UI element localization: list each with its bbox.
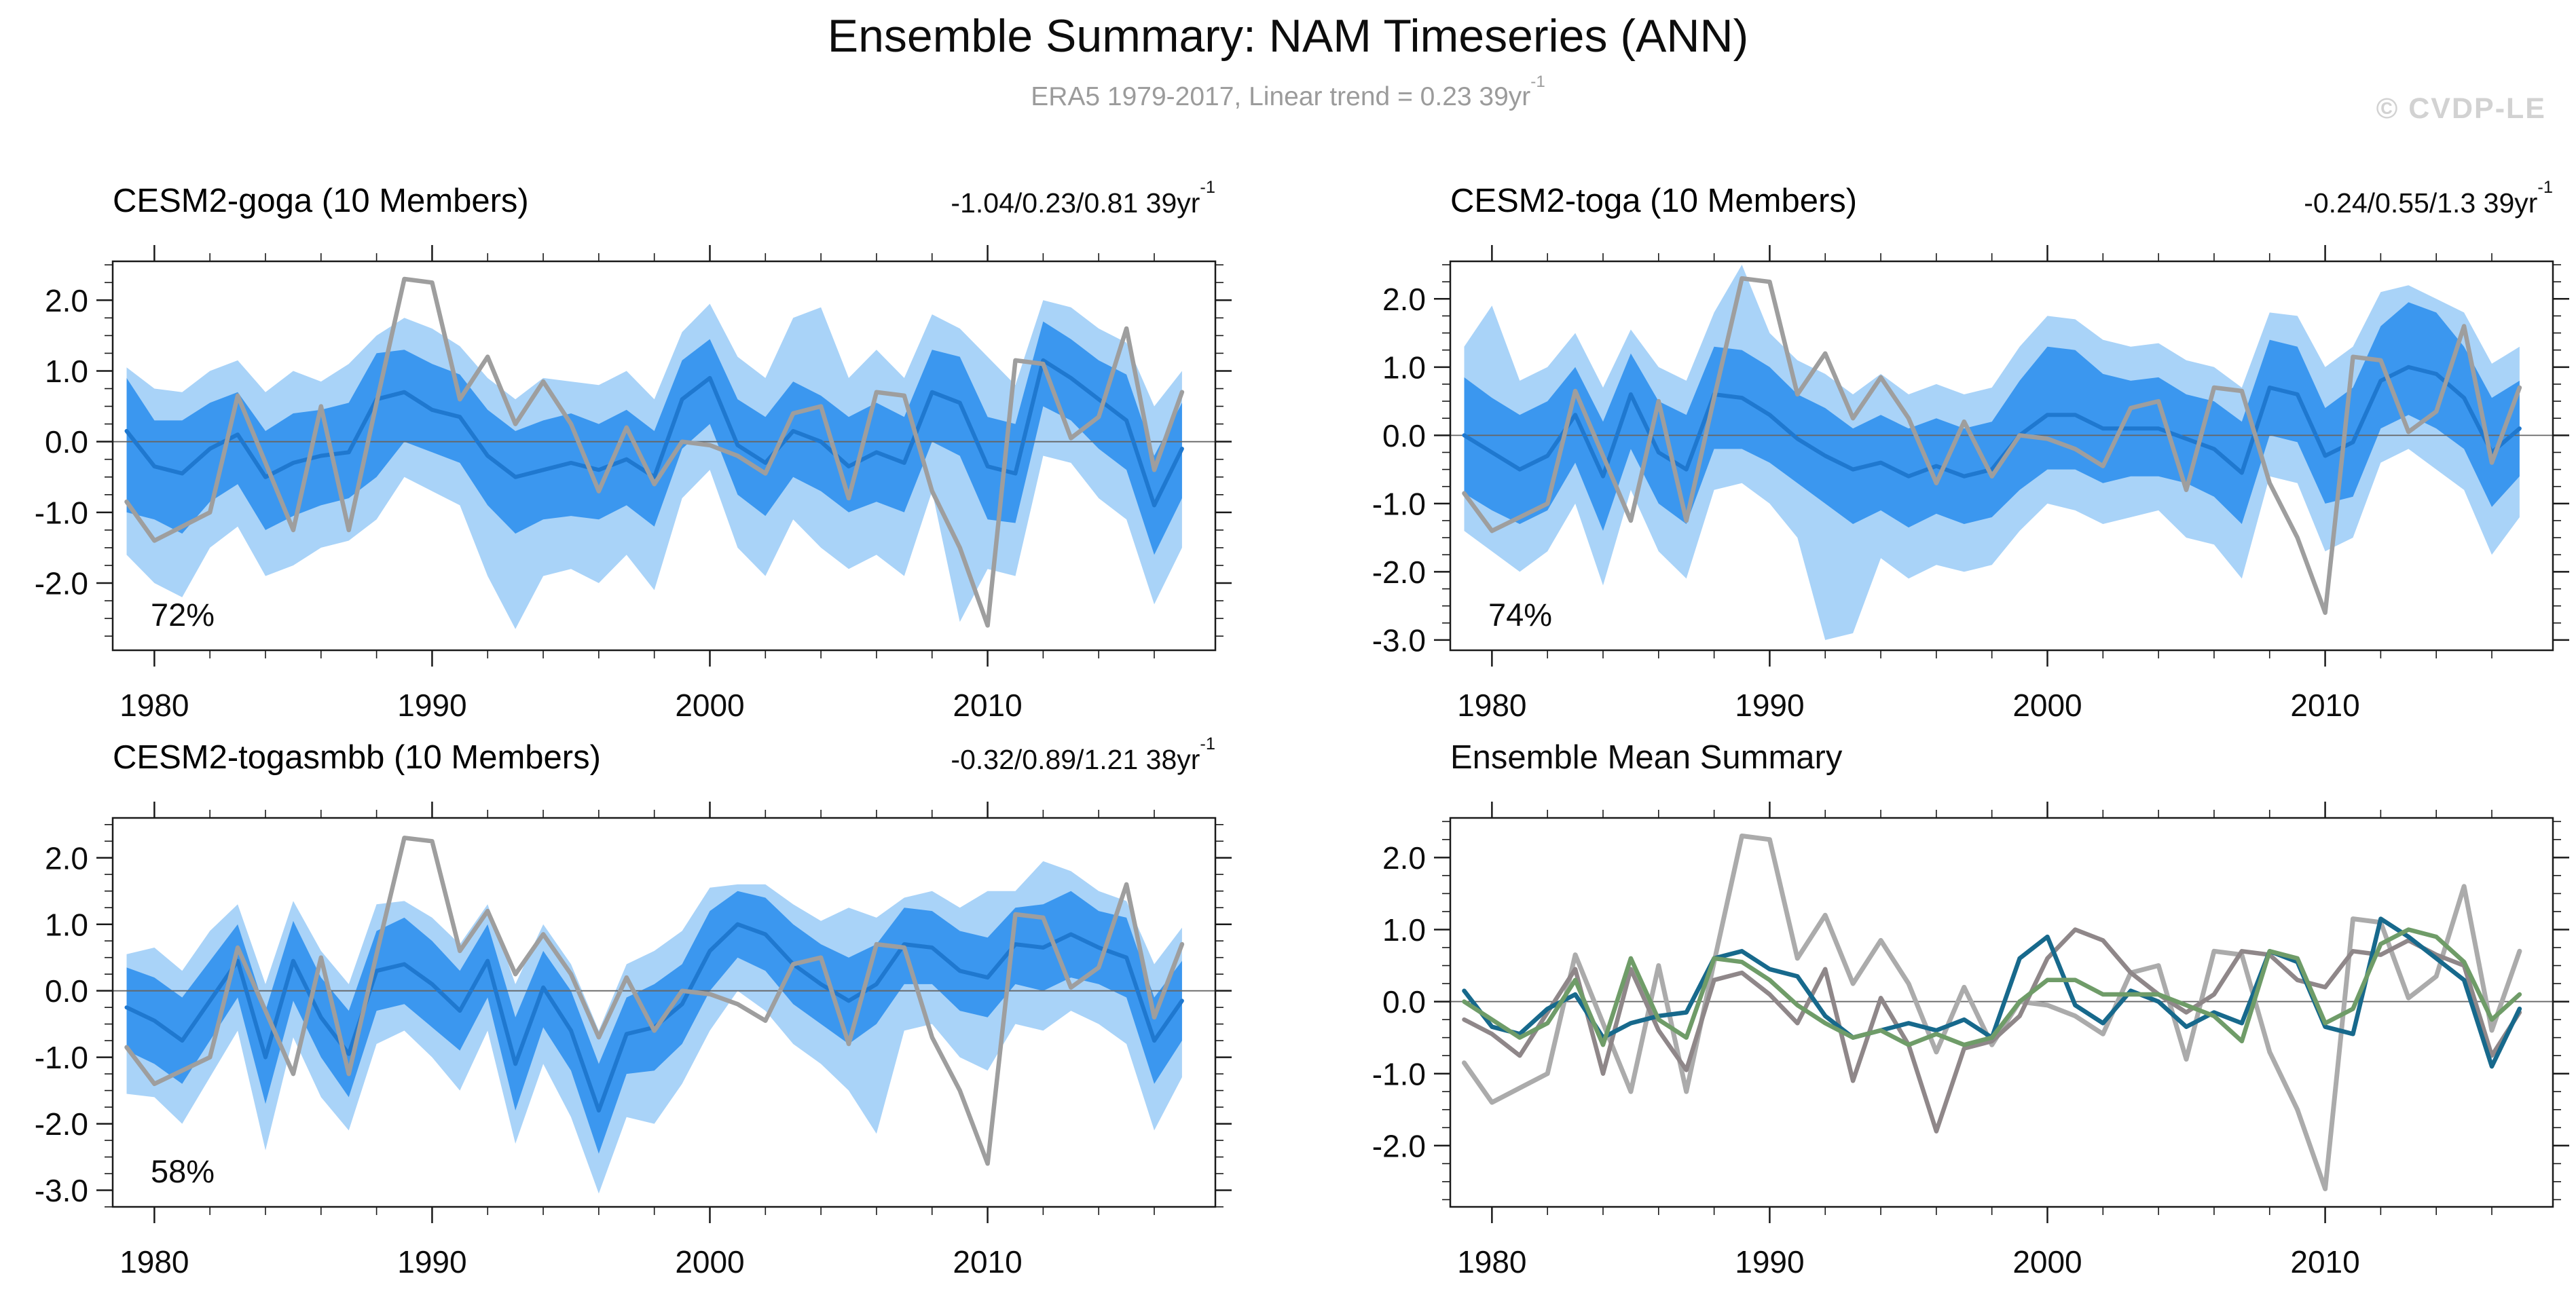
panel-title-cesm2-toga: CESM2-toga (10 Members) (1450, 183, 1858, 219)
plot-frame-toga (1449, 260, 2554, 652)
plot-frame-togasmbb (111, 817, 1217, 1208)
x-tick-label: 2000 (675, 1244, 744, 1279)
axis-labels-togasmbb: 1980 1990 2000 2010 -3.0 -2.0 -1.0 0.0 1.0 2.0 (35, 840, 1023, 1279)
y-tick-label: -1.0 (1372, 1056, 1426, 1091)
panel-title-ensemble-mean-summary: Ensemble Mean Summary (1450, 739, 1843, 776)
trend-superscript: -1 (1200, 734, 1215, 754)
x-tick-label: 2010 (2290, 1244, 2359, 1279)
y-tick-label: -2.0 (35, 566, 88, 601)
x-tick-label: 1990 (397, 1244, 466, 1279)
subtitle-superscript: -1 (1530, 72, 1545, 91)
y-tick-label: -2.0 (35, 1106, 88, 1142)
line-observations-goga (124, 276, 1185, 628)
line-cesm2-toga (1462, 927, 2522, 1047)
axis-ticks-summary (1434, 802, 2569, 1223)
axis-labels-goga: 1980 1990 2000 2010 -2.0 -1.0 0.0 1.0 2.0 (35, 283, 1023, 723)
y-tick-label: 2.0 (45, 283, 88, 318)
trend-superscript: -1 (2537, 178, 2553, 198)
plot-frame-goga (111, 260, 1217, 652)
y-tick-label: 0.0 (45, 424, 88, 460)
y-tick-label: 1.0 (1382, 350, 1426, 385)
panel-togasmbb: 1980 1990 2000 2010 -3.0 -2.0 -1.0 0.0 1.0 2.0 (35, 802, 1232, 1279)
page-subtitle: ERA5 1979-2017, Linear trend = 0.23 39yr… (0, 73, 2576, 112)
copyright-watermark: © CVDP-LE (2376, 92, 2546, 125)
y-tick-label: 2.0 (1382, 282, 1426, 317)
y-tick-label: -2.0 (1372, 1128, 1426, 1163)
panel-trend-cesm2-togasmbb: -0.32/0.89/1.21 38yr-1 (113, 734, 1215, 776)
panel-goga: 1980 1990 2000 2010 -2.0 -1.0 0.0 1.0 2.0 (35, 245, 1232, 723)
y-tick-label: -1.0 (35, 495, 88, 530)
plot-area-goga (113, 276, 1215, 629)
x-tick-label: 2010 (953, 688, 1022, 723)
axis-ticks-toga (1434, 245, 2569, 667)
line-observations-toga (1462, 276, 2522, 615)
axis-ticks-goga (96, 245, 1232, 667)
trend-text: -1.04/0.23/0.81 39yr (951, 187, 1200, 219)
y-tick-label: -1.0 (1372, 486, 1426, 521)
trend-text: -0.24/0.55/1.3 39yr (2304, 187, 2538, 219)
y-tick-label: 0.0 (1382, 418, 1426, 453)
y-tick-label: 2.0 (45, 840, 88, 876)
panel-title-cesm2-goga: CESM2-goga (10 Members) (113, 183, 529, 219)
line-cesm2-togasmbb (1462, 927, 2522, 1134)
y-tick-label: 1.0 (45, 907, 88, 942)
x-tick-label: 2000 (2012, 688, 2082, 723)
y-tick-label: 1.0 (1382, 912, 1426, 948)
x-tick-label: 1990 (397, 688, 466, 723)
x-tick-label: 2010 (2290, 688, 2359, 723)
panel-title-cesm2-togasmbb: CESM2-togasmbb (10 Members) (113, 739, 601, 776)
panel-toga: 1980 1990 2000 2010 -3.0 -2.0 -1.0 0.0 1.0 2.0 (1372, 245, 2569, 723)
band-spread-togasmbb (126, 891, 1182, 1154)
axis-labels-summary: 1980 1990 2000 2010 -2.0 -1.0 0.0 1.0 2.0 (1372, 840, 2360, 1279)
x-tick-label: 2010 (953, 1244, 1022, 1279)
agreement-percent-toga: 74% (1488, 597, 1553, 633)
band-spread-toga (1464, 302, 2520, 531)
y-tick-label: -3.0 (1372, 622, 1426, 658)
plot-frame-summary (1449, 817, 2554, 1208)
band-spread-goga (126, 321, 1182, 555)
y-tick-label: -3.0 (35, 1173, 88, 1208)
y-tick-label: 2.0 (1382, 840, 1426, 876)
x-tick-label: 1990 (1735, 688, 1804, 723)
trend-text: -0.32/0.89/1.21 38yr (951, 744, 1200, 775)
y-tick-label: -2.0 (1372, 555, 1426, 590)
x-tick-label: 1980 (119, 688, 189, 723)
plot-area-summary (1450, 834, 2553, 1191)
y-tick-label: 1.0 (45, 354, 88, 389)
y-tick-label: -1.0 (35, 1040, 88, 1075)
agreement-percent-togasmbb: 58% (151, 1153, 215, 1189)
x-tick-label: 1980 (119, 1244, 189, 1279)
trend-superscript: -1 (1200, 178, 1215, 198)
x-tick-label: 2000 (2012, 1244, 2082, 1279)
x-tick-label: 1990 (1735, 1244, 1804, 1279)
panel-summary: 1980 1990 2000 2010 -2.0 -1.0 0.0 1.0 2.0 (1372, 802, 2569, 1279)
x-tick-label: 1980 (1457, 688, 1526, 723)
x-tick-label: 2000 (675, 688, 744, 723)
panel-trend-cesm2-toga: -0.24/0.55/1.3 39yr-1 (1450, 178, 2553, 219)
axis-ticks-togasmbb (96, 802, 1232, 1223)
panel-trend-cesm2-goga: -1.04/0.23/0.81 39yr-1 (113, 178, 1215, 219)
subtitle-text: ERA5 1979-2017, Linear trend = 0.23 39yr (1031, 82, 1531, 111)
plot-area-toga (1450, 265, 2553, 640)
line-observations-togasmbb (124, 836, 1185, 1166)
agreement-percent-goga: 72% (151, 597, 215, 633)
plot-area-togasmbb (113, 836, 1215, 1194)
line-ensemble-mean-goga (124, 358, 1184, 508)
line-era5 (1462, 834, 2522, 1191)
axis-labels-toga: 1980 1990 2000 2010 -3.0 -2.0 -1.0 0.0 1.0 2.0 (1372, 282, 2360, 723)
page-title: Ensemble Summary: NAM Timeseries (ANN) (827, 10, 1749, 62)
x-tick-label: 1980 (1457, 1244, 1526, 1279)
y-tick-label: 0.0 (45, 973, 88, 1009)
y-tick-label: 0.0 (1382, 984, 1426, 1020)
